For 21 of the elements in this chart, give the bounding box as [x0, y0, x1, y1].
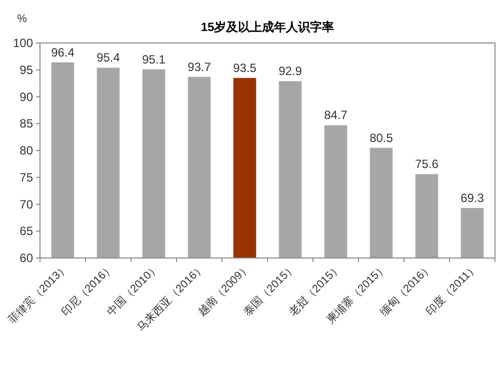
y-tick-label: 65	[20, 224, 34, 238]
data-label: 69.3	[460, 191, 484, 206]
y-tick-label: 70	[20, 197, 34, 212]
y-tick-label: 75	[20, 170, 34, 184]
data-label: 75.6	[415, 157, 439, 172]
data-label: 95.4	[96, 50, 120, 65]
title: 15岁及以上成年人识字率	[200, 20, 334, 34]
y-tick-label: 90	[20, 90, 34, 104]
data-label: 92.9	[278, 64, 302, 78]
data-label: 93.7	[188, 60, 212, 74]
data-label: 95.1	[142, 52, 166, 66]
y-tick-label: 60	[20, 251, 34, 265]
data-label: 80.5	[370, 130, 394, 145]
data-label: 93.5	[233, 60, 257, 75]
y-axis-title: %	[17, 13, 28, 25]
data-label: 84.7	[324, 108, 348, 122]
y-tick-label: 80	[20, 144, 34, 158]
y-tick-label: 95	[20, 62, 34, 77]
y-tick-label: 100	[12, 36, 34, 50]
y-tick-label: 85	[20, 116, 34, 131]
data-label: 96.4	[51, 45, 75, 60]
